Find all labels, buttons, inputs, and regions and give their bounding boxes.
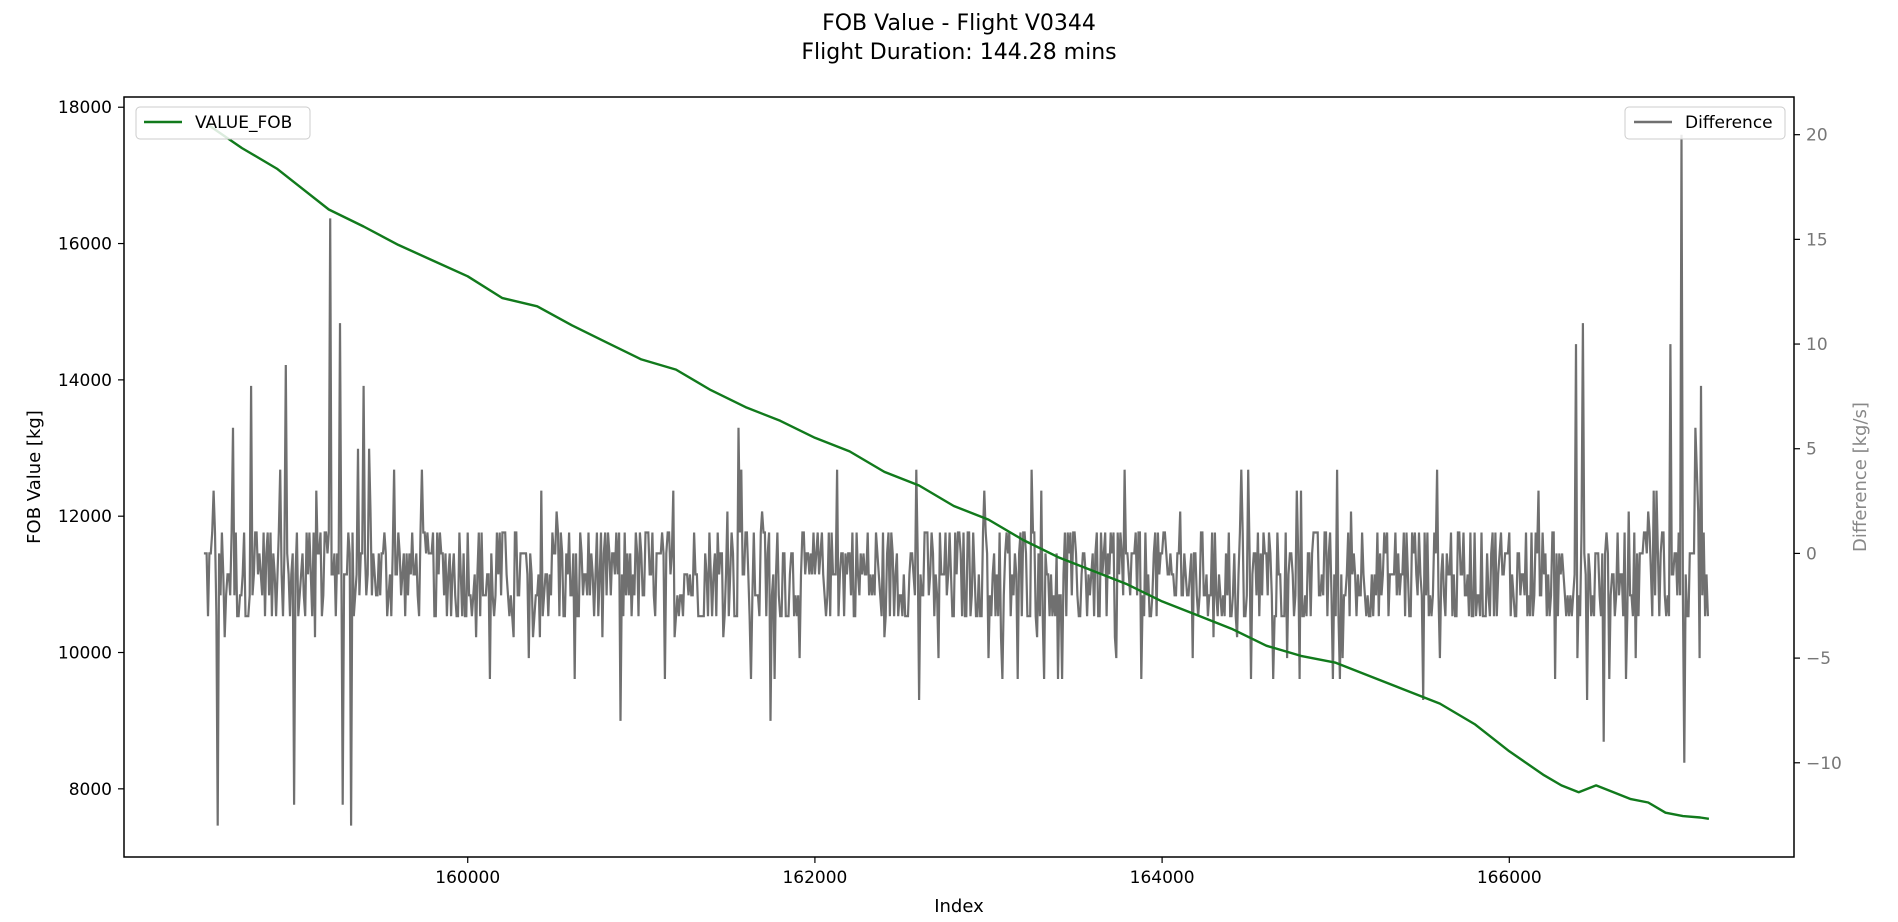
y2-tick-label: 15 <box>1806 230 1828 250</box>
y2-axis-title: Difference [kg/s] <box>1850 402 1871 552</box>
y2-tick-label: 0 <box>1806 544 1817 564</box>
legend-left-box <box>135 106 311 140</box>
fob-series-layer <box>206 123 1710 820</box>
x-tick-label: 160000 <box>435 868 500 888</box>
x-axis-ticks: 160000 162000 164000 166000 <box>435 857 1542 888</box>
chart-title: FOB Value - Flight V0344 <box>822 11 1096 36</box>
y-tick-label: 10000 <box>58 644 112 664</box>
y2-tick-label: −5 <box>1806 649 1831 669</box>
legend-right-label: Difference <box>1685 113 1773 133</box>
y2-tick-label: 5 <box>1806 440 1817 460</box>
difference-series-layer <box>203 134 1709 826</box>
y2-tick-label: 20 <box>1806 126 1828 146</box>
legend-left-label: VALUE_FOB <box>195 113 292 133</box>
y-tick-label: 16000 <box>58 235 112 255</box>
x-tick-label: 164000 <box>1130 868 1195 888</box>
value-fob-series-line <box>206 123 1710 820</box>
y-tick-label: 8000 <box>69 780 112 800</box>
legend-right: Difference <box>1624 106 1786 140</box>
y-tick-label: 12000 <box>58 507 112 527</box>
legend-right-box <box>1624 106 1786 140</box>
y-tick-label: 18000 <box>58 98 112 118</box>
y-tick-label: 14000 <box>58 371 112 391</box>
plot-frame <box>123 96 1795 858</box>
chart-subtitle: Flight Duration: 144.28 mins <box>801 40 1116 65</box>
y2-axis-ticks: −10 −5 0 5 10 15 20 <box>1794 126 1842 774</box>
x-tick-label: 166000 <box>1477 868 1542 888</box>
legend-left: VALUE_FOB <box>135 106 311 140</box>
y2-tick-label: 10 <box>1806 335 1828 355</box>
difference-series-line <box>203 134 1709 826</box>
x-axis-title: Index <box>934 896 984 917</box>
y-axis-ticks: 8000 10000 12000 14000 16000 18000 <box>58 98 124 800</box>
x-tick-label: 162000 <box>782 868 847 888</box>
y-axis-title: FOB Value [kg] <box>24 410 45 544</box>
y2-tick-label: −10 <box>1806 754 1842 774</box>
